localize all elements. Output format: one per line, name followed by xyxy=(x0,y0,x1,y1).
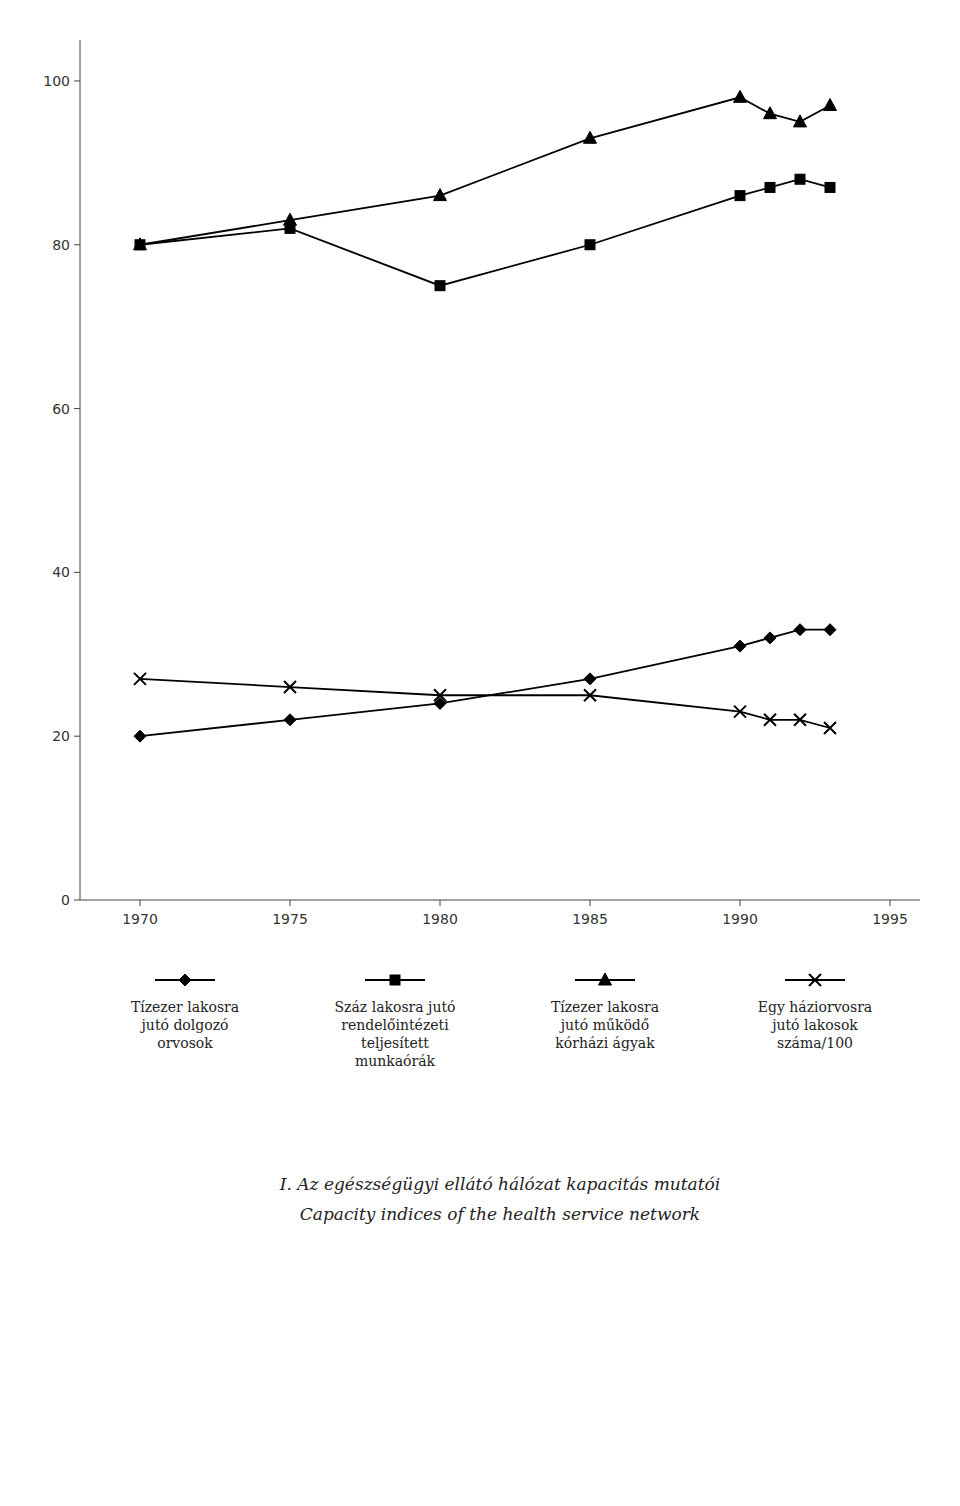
x-tick-label: 1990 xyxy=(722,911,758,927)
y-tick xyxy=(74,900,80,901)
x-tick-label: 1995 xyxy=(872,911,908,927)
y-tick-label: 20 xyxy=(52,728,70,744)
legend-item: Egy háziorvosra jutó lakosok száma/100 xyxy=(758,974,872,1051)
y-axis-line xyxy=(80,40,81,900)
series-line xyxy=(140,679,830,728)
legend-label-line: Tízezer lakosra xyxy=(131,999,239,1015)
legend-item: Száz lakosra jutó rendelőintézeti teljesít… xyxy=(335,975,456,1069)
data-point xyxy=(764,107,777,119)
legend-marker xyxy=(390,975,400,985)
legend-marker xyxy=(179,974,191,986)
legend-label-line: jutó lakosok xyxy=(770,1017,858,1033)
data-point xyxy=(765,182,775,192)
caption: I. Az egészségügyi ellátó hálózat kapaci… xyxy=(279,1174,720,1194)
caption: Capacity indices of the health service n… xyxy=(300,1204,700,1224)
data-point xyxy=(584,689,596,701)
legend-label-line: száma/100 xyxy=(777,1035,853,1051)
legend-label-line: munkaórák xyxy=(355,1053,436,1069)
x-tick-label: 1970 xyxy=(122,911,158,927)
data-point xyxy=(825,182,835,192)
series-line xyxy=(140,179,830,285)
legend-label-line: jutó működő xyxy=(559,1017,649,1033)
data-point xyxy=(794,714,806,726)
plot-area xyxy=(134,90,837,742)
legend-label-line: Tízezer lakosra xyxy=(551,999,659,1015)
series xyxy=(135,174,835,290)
x-tick xyxy=(740,900,741,906)
series xyxy=(134,624,836,742)
data-point xyxy=(284,714,296,726)
data-point xyxy=(284,213,297,225)
data-point xyxy=(434,689,446,701)
legend-marker xyxy=(599,973,612,985)
legend-label: Egy háziorvosra jutó lakosok száma/100 xyxy=(758,999,872,1051)
legend-label-line: teljesített xyxy=(361,1035,429,1051)
legend-label-line: kórházi ágyak xyxy=(555,1035,655,1051)
x-tick-label: 1985 xyxy=(572,911,608,927)
y-tick-label: 80 xyxy=(52,237,70,253)
y-tick xyxy=(74,408,80,409)
data-point xyxy=(824,722,836,734)
chart-container: 1970 1975 1980 1985 1990 1995 0 20 40 60 80 100 Tíze… xyxy=(0,0,960,1506)
data-point xyxy=(134,730,146,742)
data-point xyxy=(794,624,806,636)
data-point xyxy=(824,624,836,636)
x-tick xyxy=(440,900,441,906)
data-point xyxy=(134,238,147,250)
data-point xyxy=(584,673,596,685)
legend-label-line: Száz lakosra jutó xyxy=(335,999,456,1015)
legend-label-line: rendelőintézeti xyxy=(341,1017,449,1033)
legend-item: Tízezer lakosra jutó működő kórházi ágyak xyxy=(551,973,659,1051)
data-point xyxy=(734,640,746,652)
data-point xyxy=(734,706,746,718)
data-point xyxy=(795,174,805,184)
data-point xyxy=(434,189,447,201)
legend-marker xyxy=(809,974,821,986)
y-tick-label: 60 xyxy=(52,401,70,417)
legend-item: Tízezer lakosra jutó dolgozó orvosok xyxy=(131,974,239,1051)
data-point xyxy=(284,681,296,693)
series xyxy=(134,673,836,734)
x-tick-label: 1980 xyxy=(422,911,458,927)
legend-label: Tízezer lakosra jutó dolgozó orvosok xyxy=(131,999,239,1051)
legend-label: Száz lakosra jutó rendelőintézeti teljesít… xyxy=(335,999,456,1069)
x-tick xyxy=(290,900,291,906)
data-point xyxy=(735,191,745,201)
x-tick-label: 1975 xyxy=(272,911,308,927)
legend-label: Tízezer lakosra jutó működő kórházi ágyak xyxy=(551,999,659,1051)
data-point xyxy=(134,673,146,685)
x-tick xyxy=(590,900,591,906)
y-tick-label: 100 xyxy=(43,73,70,89)
data-point xyxy=(734,90,747,102)
data-point xyxy=(764,714,776,726)
y-tick xyxy=(74,736,80,737)
data-point xyxy=(824,99,837,111)
legend: Tízezer lakosra jutó dolgozó orvosok Száz l… xyxy=(131,973,872,1069)
series-line xyxy=(140,97,830,244)
legend-label-line: orvosok xyxy=(157,1035,213,1051)
data-point xyxy=(435,281,445,291)
data-point xyxy=(764,632,776,644)
y-tick xyxy=(74,572,80,573)
legend-label-line: jutó dolgozó xyxy=(140,1017,229,1033)
chart: 1970 1975 1980 1985 1990 1995 0 20 40 60 80 100 Tíze… xyxy=(0,0,960,1506)
series xyxy=(134,90,837,249)
data-point xyxy=(584,131,597,143)
x-tick xyxy=(890,900,891,906)
legend-label-line: Egy háziorvosra xyxy=(758,999,872,1015)
y-tick-label: 40 xyxy=(52,564,70,580)
data-point xyxy=(585,240,595,250)
x-tick xyxy=(140,900,141,906)
y-tick xyxy=(74,244,80,245)
y-tick-label: 0 xyxy=(61,892,70,908)
x-axis-line xyxy=(80,900,920,901)
series-line xyxy=(140,630,830,736)
data-point xyxy=(794,115,807,127)
y-tick xyxy=(74,80,80,81)
